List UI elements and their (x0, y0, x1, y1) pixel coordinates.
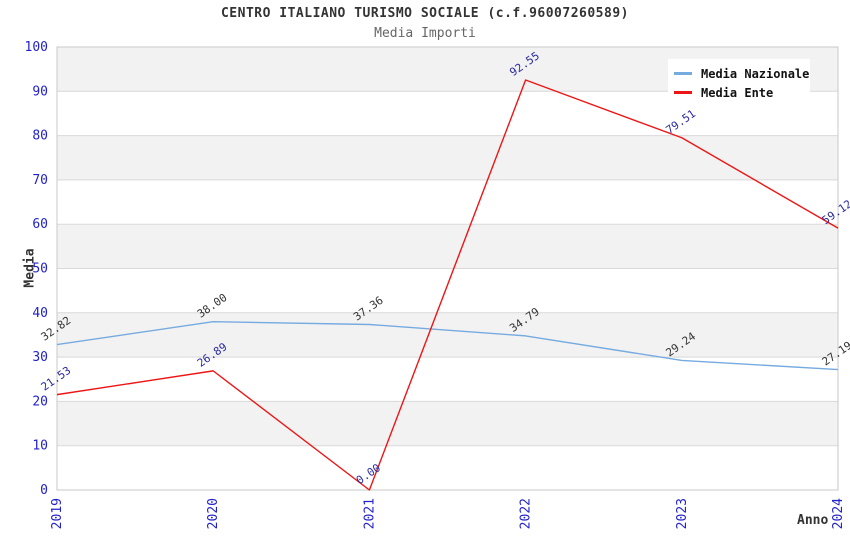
y-tick-label: 30 (32, 350, 48, 365)
y-tick-label: 0 (40, 483, 48, 498)
y-tick-label: 20 (32, 394, 48, 409)
y-tick-label: 50 (32, 262, 48, 277)
legend-label-media-nazionale: Media Nazionale (701, 66, 810, 81)
plot-band (57, 401, 838, 446)
y-tick-label: 70 (32, 173, 48, 188)
y-tick-label: 80 (32, 129, 48, 144)
y-tick-label: 60 (32, 217, 48, 232)
plot-band (57, 312, 838, 358)
plot-band (57, 445, 838, 490)
x-tick-label: 2024 (831, 498, 846, 529)
plot-band (57, 224, 838, 269)
legend-swatch-media-nazionale-icon (674, 72, 692, 75)
x-tick-label: 2022 (519, 498, 534, 529)
legend-item-media-nazionale: Media Nazionale (674, 64, 809, 83)
legend-item-media-ente: Media Ente (674, 83, 802, 102)
plot-band (57, 179, 838, 225)
x-tick-label: 2019 (50, 498, 65, 529)
legend-swatch-media-ente-icon (674, 91, 692, 94)
y-tick-label: 10 (32, 439, 48, 454)
plot-band (57, 135, 838, 180)
plot-border (56, 46, 839, 491)
chart-title: CENTRO ITALIANO TURISMO SOCIALE (c.f.960… (220, 6, 629, 21)
chart-subtitle: Media Importi (374, 26, 476, 41)
plot-band (57, 357, 838, 402)
x-axis-title: Anno (797, 513, 829, 528)
y-tick-label: 100 (25, 40, 48, 55)
plot-band (57, 268, 838, 313)
y-tick-label: 90 (32, 84, 48, 99)
y-tick-label: 40 (32, 306, 48, 321)
x-tick-label: 2023 (675, 498, 690, 529)
series-line-media-nazionale (56, 320, 839, 371)
series-line-media-ente (56, 79, 839, 491)
legend-label-media-ente: Media Ente (701, 85, 774, 100)
y-axis-title: Media (22, 248, 38, 288)
x-tick-label: 2020 (206, 498, 221, 529)
legend: Media Nazionale Media Ente (668, 59, 810, 107)
x-tick-label: 2021 (362, 498, 377, 529)
